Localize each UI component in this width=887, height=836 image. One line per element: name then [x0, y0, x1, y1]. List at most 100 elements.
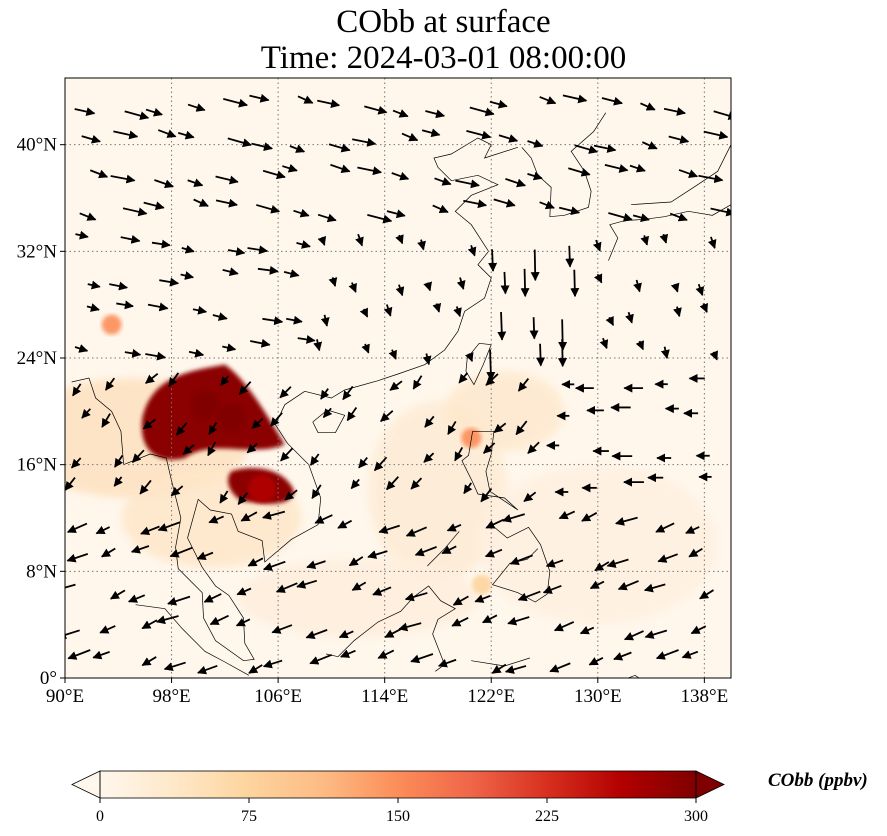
wind-arrow	[517, 590, 541, 602]
wind-arrow	[75, 230, 89, 240]
wind-arrow	[116, 300, 134, 310]
wind-arrow	[177, 130, 195, 140]
wind-arrow	[536, 343, 546, 367]
wind-arrow	[151, 239, 171, 249]
wind-arrow	[283, 269, 300, 278]
haze-patch	[477, 464, 718, 625]
wind-arrow	[65, 583, 76, 589]
wind-arrow	[579, 626, 595, 635]
wind-arrow	[545, 559, 564, 568]
wind-arrow	[565, 245, 575, 268]
wind-arrow	[87, 280, 101, 290]
wind-arrow	[86, 303, 100, 312]
wind-arrow	[709, 350, 718, 361]
wind-arrow	[502, 513, 525, 523]
wind-arrow	[92, 650, 110, 660]
wind-arrow	[398, 622, 422, 632]
wind-arrow	[613, 651, 632, 661]
wind-arrow	[251, 417, 264, 430]
chart-title: CObb at surface Time: 2024-03-01 08:00:0…	[0, 4, 887, 76]
wind-arrow	[713, 110, 731, 121]
wind-arrow	[72, 383, 82, 397]
wind-arrow	[644, 629, 668, 639]
wind-arrow	[441, 545, 457, 555]
wind-arrow	[504, 665, 527, 674]
wind-arrow	[282, 163, 298, 173]
wind-arrow	[447, 420, 457, 435]
lon-tick-label: 98°E	[152, 686, 190, 707]
wind-arrow	[437, 658, 457, 668]
wind-arrow	[163, 661, 186, 672]
title-line-1: CObb at surface	[336, 4, 551, 40]
wind-arrow	[456, 277, 466, 290]
wind-arrow	[685, 525, 700, 534]
wind-arrow	[246, 442, 258, 454]
wind-arrow	[629, 163, 646, 173]
wind-arrow	[65, 629, 80, 640]
wind-arrow	[373, 456, 388, 472]
wind-arrow	[434, 177, 452, 186]
map-frame	[64, 77, 732, 679]
wind-arrow	[523, 491, 537, 502]
wind-arrow	[458, 372, 469, 384]
wind-arrow	[81, 408, 91, 419]
wind-arrow	[109, 281, 128, 291]
wind-arrow	[275, 582, 298, 593]
wind-arrow	[592, 239, 602, 252]
wind-arrow	[208, 422, 218, 435]
wind-arrow	[143, 201, 165, 211]
wind-arrow	[227, 247, 246, 256]
wind-arrow	[142, 418, 156, 430]
wind-arrow	[395, 234, 404, 245]
wind-arrow	[248, 664, 263, 674]
wind-arrow	[158, 129, 177, 138]
wind-arrow	[483, 442, 496, 454]
colorbar-gradient	[100, 771, 696, 798]
wind-arrow	[678, 169, 699, 178]
wind-arrow	[594, 561, 610, 572]
wind-arrow	[271, 624, 293, 634]
wind-arrow	[593, 144, 617, 153]
wind-arrow	[670, 282, 680, 293]
wind-arrow	[262, 659, 283, 669]
wind-arrow	[570, 269, 580, 298]
wind-arrow	[79, 212, 97, 221]
wind-arrow	[141, 619, 158, 630]
wind-arrow	[262, 560, 286, 571]
wind-arrow	[392, 109, 409, 118]
wind-arrow	[113, 130, 139, 140]
wind-arrow	[623, 630, 644, 641]
wind-arrow	[124, 110, 150, 121]
wind-arrow	[262, 169, 286, 180]
wind-arrow	[209, 614, 229, 626]
wind-arrow	[491, 663, 507, 674]
wind-arrow	[655, 522, 675, 533]
wind-arrow	[140, 525, 160, 536]
wind-arrow	[320, 314, 330, 327]
wind-arrow	[147, 302, 169, 312]
wind-arrow	[484, 548, 503, 558]
wind-arrow	[558, 319, 568, 351]
wind-arrow	[67, 649, 91, 660]
lon-tick-label: 122°E	[467, 686, 515, 707]
wind-arrow	[180, 271, 195, 280]
wind-arrow	[66, 522, 88, 533]
wind-arrow	[367, 550, 388, 559]
wind-arrow	[348, 556, 364, 567]
wind-arrow	[589, 580, 605, 590]
colorbar-tick-label: 225	[535, 808, 559, 825]
wind-arrow	[145, 351, 167, 361]
wind-arrow	[497, 311, 507, 341]
wind-arrow	[145, 107, 163, 117]
gridlines	[65, 78, 731, 678]
hotspot	[190, 390, 219, 419]
wind-arrow	[222, 267, 239, 277]
lat-tick-labels: 0° 8°N 16°N 24°N 32°N 40°N	[17, 135, 65, 689]
wind-arrow	[498, 134, 519, 143]
wind-arrow	[562, 94, 588, 104]
wind-arrow	[412, 375, 423, 390]
wind-arrow	[482, 614, 498, 624]
wind-arrow	[167, 595, 191, 606]
wind-arrow	[297, 335, 316, 344]
wind-arrow	[65, 476, 76, 491]
